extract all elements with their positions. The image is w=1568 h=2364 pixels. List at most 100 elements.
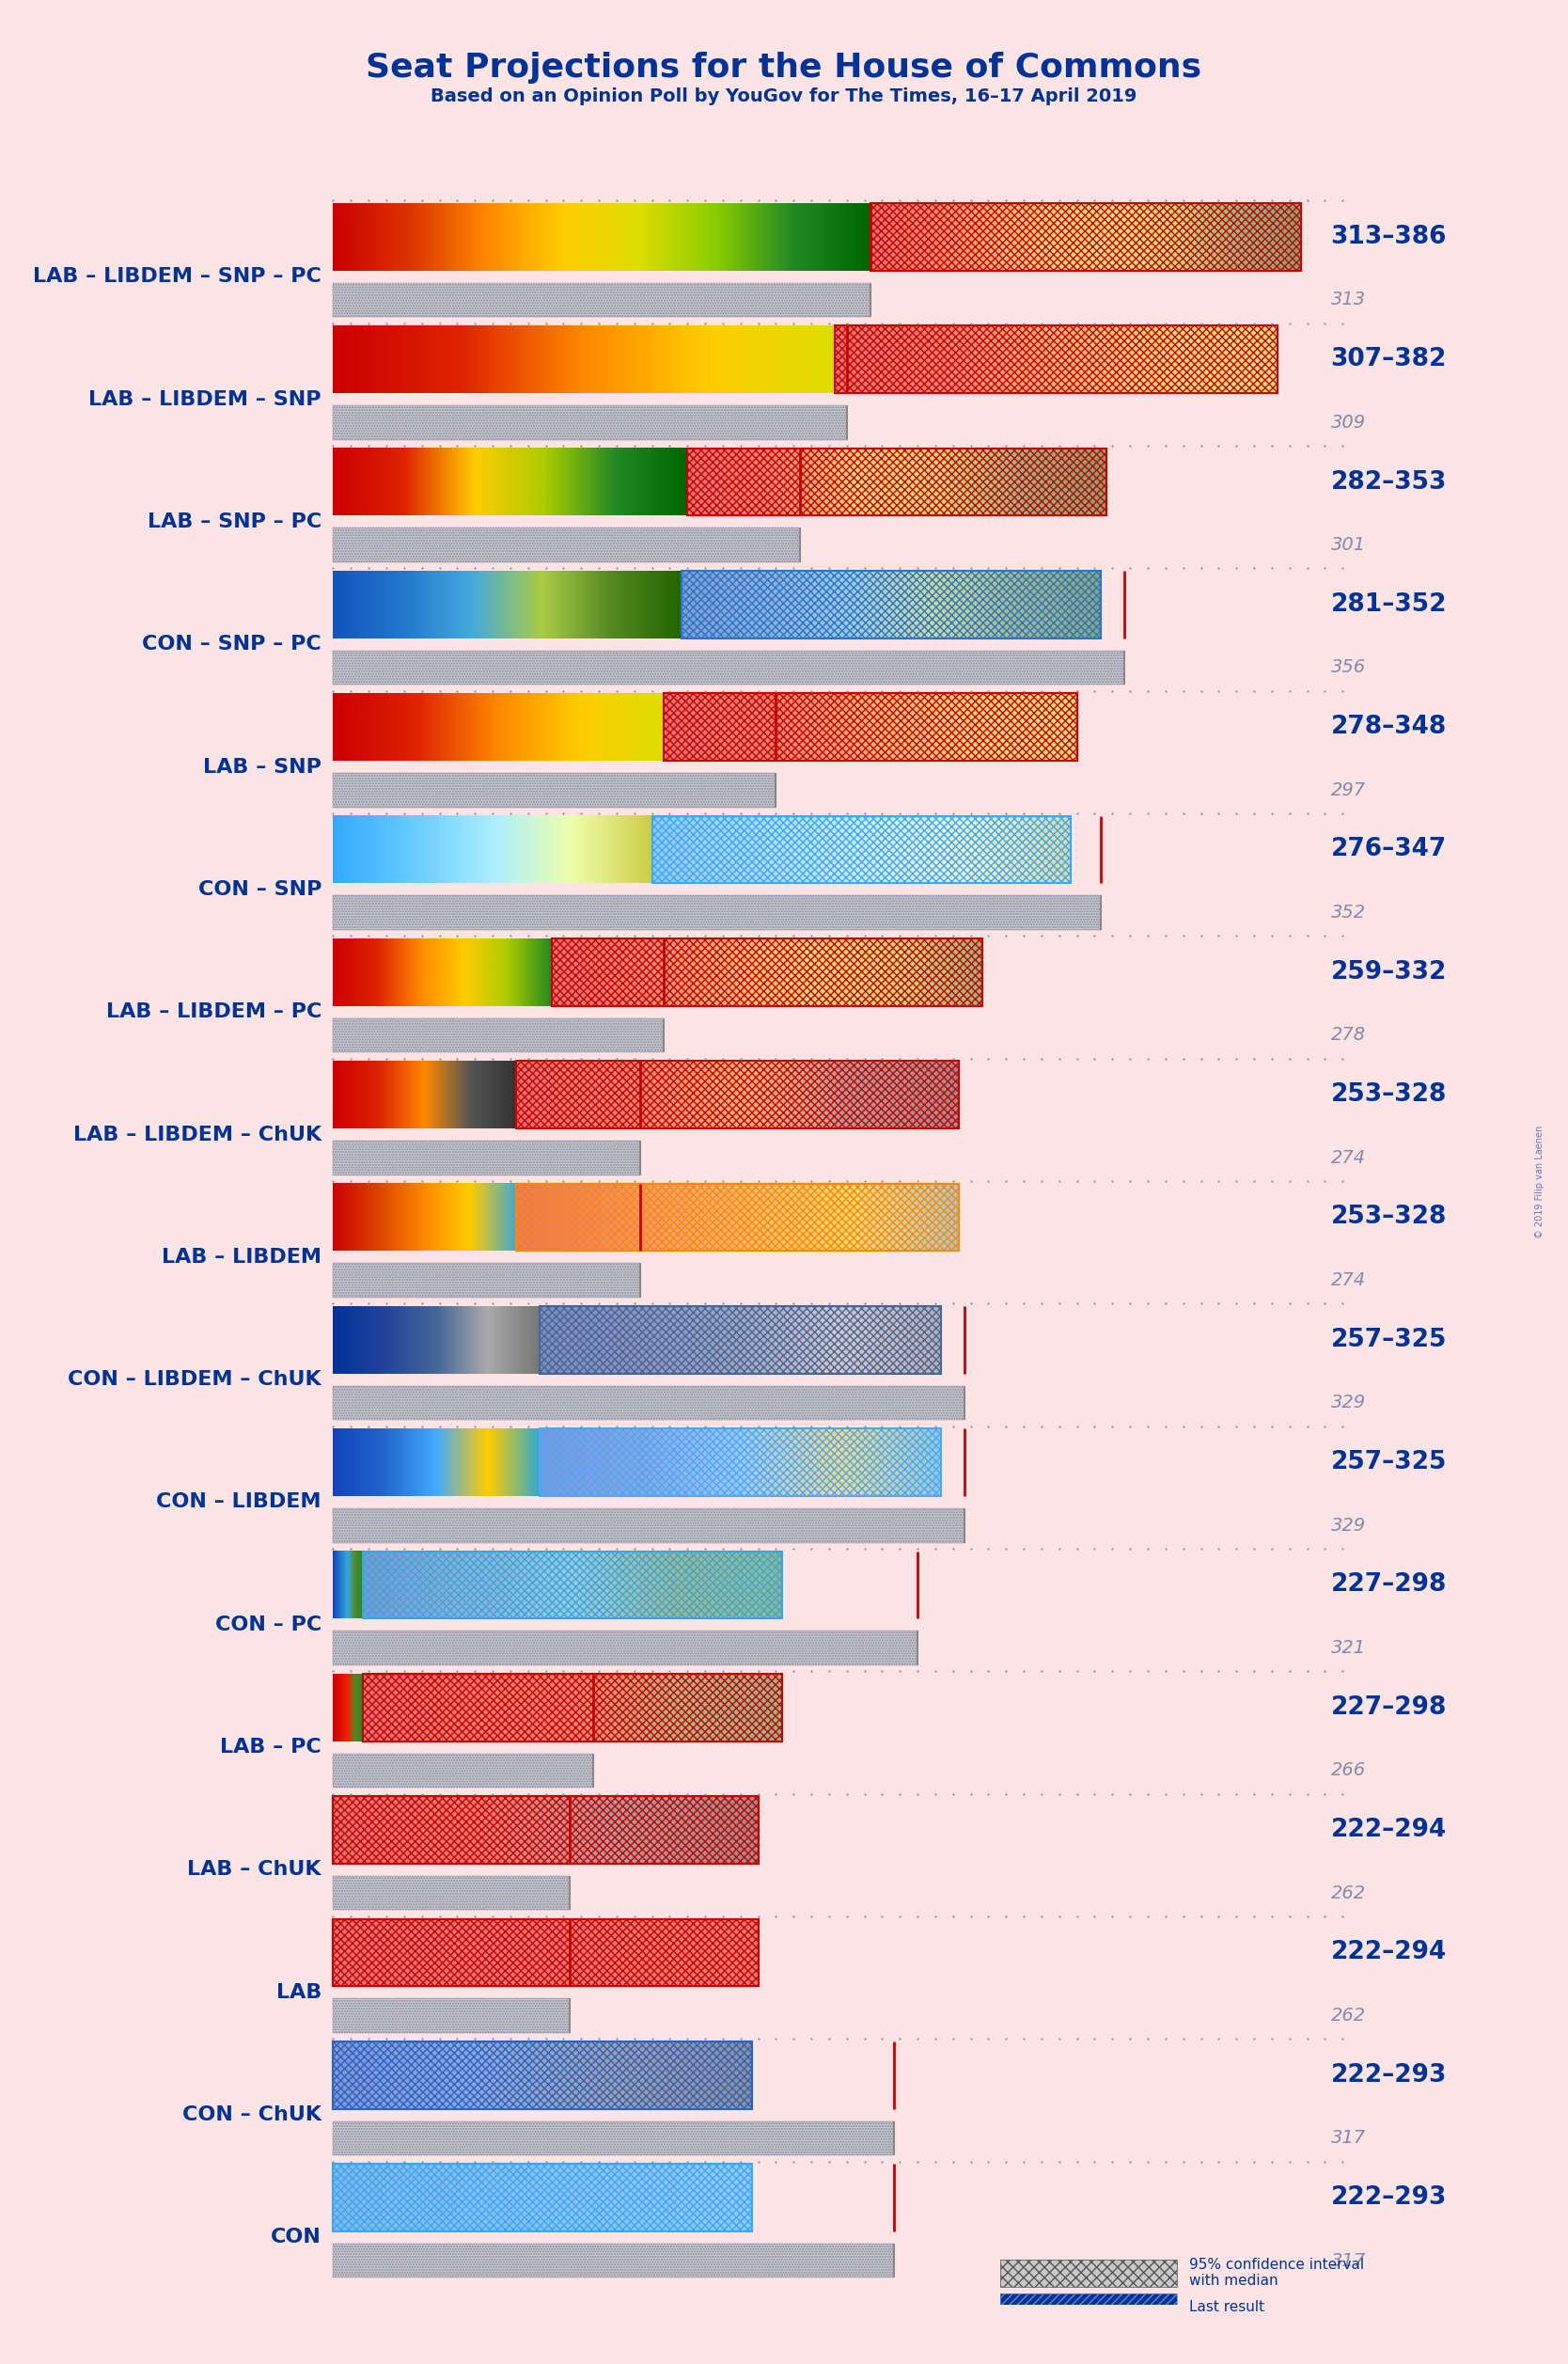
Text: © 2019 Filip van Laenen: © 2019 Filip van Laenen: [1535, 1125, 1544, 1239]
Text: 313–386: 313–386: [1331, 225, 1447, 248]
Bar: [334, 2163, 753, 2232]
Text: 317: 317: [1331, 2130, 1366, 2147]
Text: 222–293: 222–293: [1331, 2184, 1447, 2210]
Text: LAB – SNP: LAB – SNP: [204, 756, 321, 775]
Text: 257–325: 257–325: [1331, 1449, 1447, 1475]
Bar: [334, 896, 1101, 929]
Text: 281–352: 281–352: [1331, 593, 1447, 617]
Bar: [334, 1797, 759, 1863]
Text: LAB – SNP – PC: LAB – SNP – PC: [147, 513, 321, 532]
Bar: [516, 1061, 960, 1128]
Text: LAB – LIBDEM – ChUK: LAB – LIBDEM – ChUK: [74, 1125, 321, 1144]
Text: 317: 317: [1331, 2253, 1366, 2269]
Bar: [334, 2042, 753, 2109]
Bar: [334, 527, 800, 563]
Bar: [334, 1019, 663, 1052]
Bar: [334, 896, 1101, 929]
Bar: [334, 650, 1124, 686]
Bar: [682, 570, 1101, 638]
Text: Last result: Last result: [1189, 2300, 1264, 2314]
Bar: [539, 1305, 941, 1373]
Bar: [552, 939, 983, 1005]
Bar: [334, 1508, 964, 1544]
Text: LAB: LAB: [276, 1983, 321, 2002]
Bar: [334, 1631, 917, 1664]
Text: LAB – PC: LAB – PC: [220, 1738, 321, 1756]
Text: 276–347: 276–347: [1331, 837, 1447, 863]
Bar: [334, 1754, 593, 1787]
Bar: [334, 1508, 964, 1544]
Bar: [334, 2243, 894, 2279]
Bar: [334, 1142, 640, 1175]
Text: LAB – LIBDEM: LAB – LIBDEM: [162, 1248, 321, 1267]
Text: LAB – ChUK: LAB – ChUK: [188, 1860, 321, 1879]
Bar: [334, 1019, 663, 1052]
Text: 329: 329: [1331, 1395, 1366, 1411]
Bar: [334, 284, 870, 317]
Text: 257–325: 257–325: [1331, 1329, 1447, 1352]
Text: 301: 301: [1331, 537, 1366, 553]
Text: 227–298: 227–298: [1331, 1695, 1447, 1719]
Bar: [362, 1674, 782, 1742]
Bar: [334, 2121, 894, 2156]
Text: Based on an Opinion Poll by YouGov for The Times, 16–17 April 2019: Based on an Opinion Poll by YouGov for T…: [431, 87, 1137, 106]
Text: CON: CON: [271, 2229, 321, 2246]
Text: 274: 274: [1331, 1149, 1366, 1168]
Text: 352: 352: [1331, 903, 1366, 922]
Bar: [334, 1877, 569, 1910]
Text: 262: 262: [1331, 1884, 1366, 1903]
Text: 329: 329: [1331, 1518, 1366, 1534]
Bar: [870, 203, 1301, 269]
Bar: [334, 773, 776, 806]
Text: 259–332: 259–332: [1331, 960, 1447, 983]
Text: 321: 321: [1331, 1638, 1366, 1657]
Text: CON – SNP: CON – SNP: [198, 879, 321, 898]
Text: 282–353: 282–353: [1331, 470, 1447, 494]
Text: 297: 297: [1331, 780, 1366, 799]
Bar: [334, 2243, 894, 2279]
Bar: [1000, 2293, 1178, 2321]
Bar: [334, 527, 800, 563]
Bar: [334, 1385, 964, 1421]
Bar: [334, 1877, 569, 1910]
Text: 253–328: 253–328: [1331, 1083, 1447, 1106]
Text: 266: 266: [1331, 1761, 1366, 1780]
Text: 227–298: 227–298: [1331, 1572, 1447, 1598]
Bar: [1000, 2293, 1178, 2321]
Bar: [516, 1184, 960, 1251]
Text: 274: 274: [1331, 1272, 1366, 1288]
Text: 309: 309: [1331, 414, 1366, 430]
Text: 262: 262: [1331, 2007, 1366, 2024]
Text: 278: 278: [1331, 1026, 1366, 1045]
Bar: [334, 1262, 640, 1298]
Text: 222–294: 222–294: [1331, 1818, 1447, 1842]
Bar: [1000, 2260, 1178, 2286]
Bar: [334, 404, 847, 440]
Text: 356: 356: [1331, 660, 1366, 676]
Text: 278–348: 278–348: [1331, 714, 1447, 740]
Bar: [1000, 2260, 1178, 2286]
Bar: [334, 1920, 759, 1986]
Text: LAB – LIBDEM – SNP – PC: LAB – LIBDEM – SNP – PC: [33, 267, 321, 286]
Bar: [687, 449, 1107, 515]
Text: CON – ChUK: CON – ChUK: [182, 2106, 321, 2125]
Bar: [334, 1262, 640, 1298]
Text: LAB – LIBDEM – SNP: LAB – LIBDEM – SNP: [89, 390, 321, 409]
Text: Seat Projections for the House of Commons: Seat Projections for the House of Common…: [365, 52, 1203, 85]
Bar: [334, 1142, 640, 1175]
Bar: [334, 404, 847, 440]
Bar: [663, 693, 1077, 761]
Text: CON – PC: CON – PC: [215, 1615, 321, 1634]
Text: 307–382: 307–382: [1331, 348, 1447, 371]
Bar: [334, 1998, 569, 2033]
Bar: [652, 816, 1071, 884]
Text: 313: 313: [1331, 291, 1366, 310]
Text: 222–294: 222–294: [1331, 1941, 1447, 1964]
Bar: [334, 773, 776, 806]
Text: CON – LIBDEM: CON – LIBDEM: [157, 1492, 321, 1511]
Bar: [334, 1385, 964, 1421]
Bar: [334, 1631, 917, 1664]
Bar: [334, 1754, 593, 1787]
Bar: [334, 284, 870, 317]
Bar: [362, 1551, 782, 1619]
